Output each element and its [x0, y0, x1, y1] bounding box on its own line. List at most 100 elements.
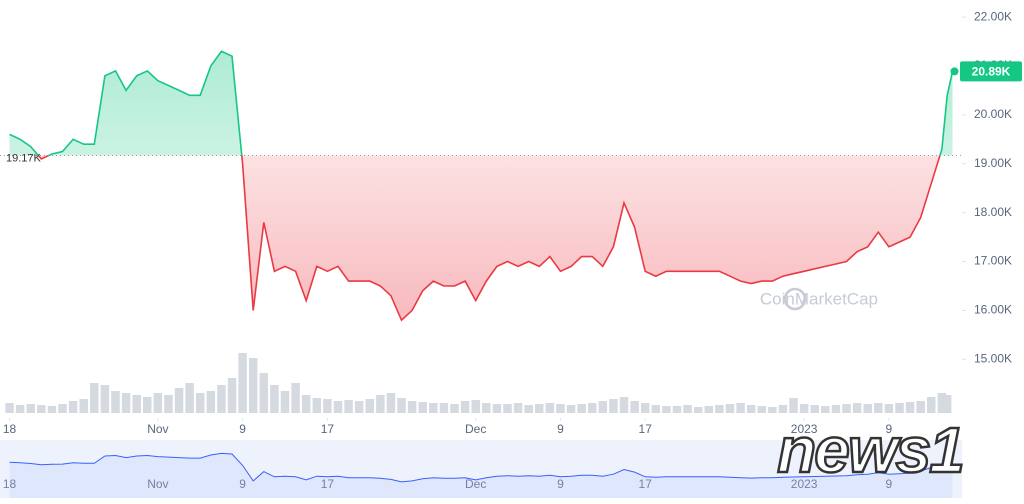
volume-bar	[746, 405, 756, 413]
volume-bar	[535, 404, 544, 413]
volume-bar	[640, 403, 650, 413]
volume-bar	[386, 393, 396, 413]
navigator-bg	[0, 440, 962, 498]
volume-bar	[768, 407, 777, 413]
watermark: CoinMarketCap	[760, 289, 878, 308]
volume-bar	[407, 401, 417, 413]
volume-bar	[619, 397, 629, 413]
navigator-tick-label: 18	[3, 477, 17, 491]
volume-bar	[942, 395, 952, 413]
volume-bar	[280, 391, 290, 413]
volume-bar	[196, 393, 205, 413]
volume-bar	[206, 391, 216, 413]
volume-bar	[79, 399, 88, 413]
volume-bar	[693, 407, 703, 413]
volume-bar	[248, 358, 258, 413]
x-tick-label: 17	[639, 422, 653, 436]
volume-bar	[15, 405, 25, 413]
volume-bar	[111, 391, 120, 413]
volume-bar	[68, 401, 78, 413]
navigator-tick-label: 9	[239, 477, 246, 491]
volume-bar	[323, 399, 332, 413]
volume-bar	[609, 399, 618, 413]
volume-bar	[460, 401, 470, 413]
navigator-line	[9, 452, 953, 483]
navigator-tick-label: 9	[557, 477, 564, 491]
volume-bar	[905, 402, 915, 413]
y-tick-label: 15.00K	[974, 351, 1012, 365]
y-tick-label: 17.00K	[974, 254, 1012, 268]
volume-bar	[577, 404, 586, 413]
volume-bar	[26, 404, 35, 413]
x-tick-label: Nov	[147, 422, 168, 436]
x-tick-label: 9	[557, 422, 564, 436]
volume-bar	[937, 393, 947, 413]
y-tick-label: 20.00K	[974, 107, 1012, 121]
volume-bar	[715, 405, 724, 413]
volume-bar	[725, 404, 735, 413]
volume-bar	[588, 403, 597, 413]
volume-bar	[662, 406, 671, 413]
volume-bar	[153, 393, 163, 413]
volume-bar	[778, 405, 788, 413]
navigator-area	[9, 453, 953, 498]
volume-bar	[810, 405, 819, 413]
last-price-badge	[960, 61, 1022, 82]
volume-bar	[821, 406, 830, 413]
volume-bar	[291, 383, 300, 413]
volume-bar	[884, 404, 894, 413]
volume-bar	[482, 403, 491, 413]
x-tick-label: 9	[239, 422, 246, 436]
y-tick-label: 22.00K	[974, 9, 1012, 23]
x-tick-label: Dec	[465, 422, 486, 436]
volume-bar	[312, 398, 322, 413]
x-tick-label: 2023	[791, 422, 818, 436]
x-tick-label: 18	[3, 422, 17, 436]
volume-bar	[58, 404, 67, 413]
y-tick-label: 18.00K	[974, 205, 1012, 219]
volume-bar	[651, 405, 661, 413]
volume-bar	[121, 393, 131, 413]
last-price-label: 20.89K	[972, 65, 1011, 79]
area-fill-up	[9, 51, 953, 156]
volume-bar	[418, 402, 427, 413]
volume-bar	[672, 406, 682, 413]
volume-bar	[301, 395, 311, 413]
volume-bar	[450, 404, 459, 413]
volume-bar	[683, 405, 692, 413]
volume-bar	[365, 399, 374, 413]
last-point	[950, 67, 959, 76]
volume-bar	[259, 373, 269, 413]
y-tick-label: 19.00K	[974, 156, 1012, 170]
volume-bar	[927, 397, 936, 413]
volume-bar	[757, 406, 766, 413]
volume-bar	[132, 395, 141, 413]
volume-bar	[566, 405, 576, 413]
volume-bar	[439, 403, 449, 413]
volume-bar	[895, 403, 904, 413]
volume-bar	[842, 404, 851, 413]
x-tick-label: 9	[886, 422, 893, 436]
volume-bar	[174, 388, 184, 413]
volume-bar	[397, 398, 406, 413]
volume-bar	[143, 397, 152, 413]
volume-bar	[333, 401, 343, 413]
navigator-tick-label: 9	[886, 477, 893, 491]
watermark-icon	[783, 287, 807, 311]
navigator-tick-label: Nov	[147, 477, 168, 491]
volume-bar	[376, 395, 385, 413]
volume-bar	[429, 403, 438, 413]
volume-bar	[90, 383, 99, 413]
volume-bar	[556, 404, 565, 413]
logo: news1	[777, 414, 963, 486]
volume-bar	[354, 401, 364, 413]
volume-bar	[471, 400, 480, 413]
volume-bar	[47, 406, 57, 413]
navigator-tick-label: 17	[321, 477, 335, 491]
x-tick-label: 17	[321, 422, 335, 436]
volume-bar	[37, 405, 46, 413]
volume-bar	[916, 401, 925, 413]
volume-bar	[598, 401, 608, 413]
volume-bar	[524, 405, 533, 413]
